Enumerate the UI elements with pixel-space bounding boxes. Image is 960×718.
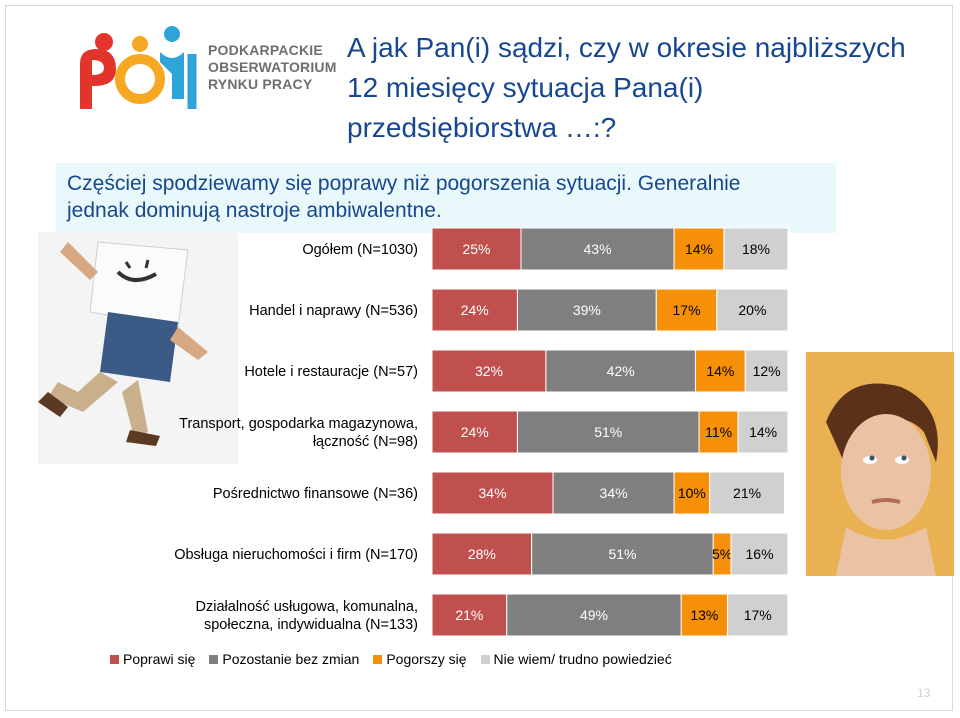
legend-swatch-worse	[373, 654, 383, 664]
bar-segment-dontknow	[723, 227, 789, 271]
data-label: 24%	[461, 302, 489, 318]
legend-item-nochange: Pozostanie bez zmian	[209, 651, 359, 667]
legend-label: Pozostanie bez zmian	[222, 651, 360, 667]
bar-segment-nochange	[516, 288, 657, 332]
data-label: 16%	[746, 546, 774, 562]
data-label: 28%	[468, 546, 496, 562]
bar-segment-worse	[698, 410, 739, 454]
bar-segment-dontknow	[726, 593, 789, 637]
chart-legend: Poprawi się Pozostanie bez zmian Pogorsz…	[110, 651, 672, 667]
subtitle-line: jednak dominują nastroje ambiwalentne.	[67, 199, 442, 222]
category-label: Pośrednictwo finansowe (N=36)	[213, 486, 418, 502]
data-label: 32%	[475, 363, 503, 379]
data-label: 51%	[608, 546, 636, 562]
bar-segment-nochange	[506, 593, 682, 637]
bar-segment-nochange	[531, 532, 714, 576]
data-label: 11%	[705, 424, 732, 440]
bar-segment-worse	[694, 349, 746, 393]
legend-item-worse: Pogorszy się	[373, 651, 467, 667]
legend-label: Nie wiem/ trudno powiedzieć	[493, 651, 672, 667]
category-label: Ogółem (N=1030)	[302, 242, 418, 258]
bar-segment-worse	[673, 227, 725, 271]
subtitle-box	[56, 163, 836, 233]
bar-segment-dontknow	[744, 349, 789, 393]
data-label: 18%	[742, 241, 770, 257]
bar-segment-nochange	[516, 410, 700, 454]
bar-segment-dontknow	[730, 532, 789, 576]
title-line: 12 miesięcy sytuacja Pana(i)	[347, 72, 704, 103]
title-line: A jak Pan(i) sądzi, czy w okresie najbli…	[347, 32, 906, 63]
title-line: przedsiębiorstwa …:?	[347, 112, 617, 143]
data-label: 13%	[690, 607, 718, 623]
category-label: Handel i naprawy (N=536)	[249, 303, 418, 319]
data-label: 39%	[573, 302, 601, 318]
data-label: 21%	[455, 607, 483, 623]
data-label: 5%	[712, 546, 732, 562]
legend-swatch-nochange	[209, 654, 219, 664]
legend-label: Poprawi się	[123, 651, 196, 667]
data-label: 20%	[738, 302, 766, 318]
legend-swatch-dontknow	[480, 654, 490, 664]
legend-label: Pogorszy się	[386, 651, 467, 667]
legend-item-improve: Poprawi się	[110, 651, 195, 667]
data-label: 42%	[607, 363, 635, 379]
data-label: 17%	[673, 302, 701, 318]
data-label: 24%	[461, 424, 489, 440]
data-label: 43%	[584, 241, 612, 257]
jumping-man-photo	[38, 232, 238, 464]
data-label: 17%	[744, 607, 772, 623]
category-label: Transport, gospodarka magazynowa, łącznoś…	[179, 416, 418, 450]
logo-line: RYNKU PRACY	[208, 76, 313, 92]
bar-segment-nochange	[520, 227, 675, 271]
bar-segment-improve	[431, 593, 508, 637]
bar-segment-improve	[431, 532, 533, 576]
bar-segment-dontknow	[716, 288, 789, 332]
bar-segment-improve	[431, 410, 518, 454]
category-label: Obsługa nieruchomości i firm (N=170)	[174, 547, 418, 563]
bar-segment-improve	[431, 288, 518, 332]
logo-line: OBSERWATORIUM	[208, 59, 337, 75]
logo-line: PODKARPACKIE	[208, 42, 323, 58]
data-label: 14%	[706, 363, 734, 379]
data-label: 49%	[580, 607, 608, 623]
data-label: 34%	[600, 485, 628, 501]
bar-segment-worse	[680, 593, 728, 637]
bar-segment-worse	[673, 471, 711, 515]
bar-segment-dontknow	[737, 410, 789, 454]
logo-text: PODKARPACKIE OBSERWATORIUM RYNKU PRACY	[208, 42, 337, 93]
logo-graphic	[80, 26, 197, 109]
bar-segment-improve	[431, 471, 554, 515]
subtitle: Częściej spodziewamy się poprawy niż pog…	[67, 170, 741, 224]
data-label: 14%	[749, 424, 777, 440]
bar-segment-nochange	[552, 471, 675, 515]
data-label: 10%	[678, 485, 706, 501]
category-label: Działalność usługowa, komunalna, społeczn…	[196, 599, 418, 633]
slide-title: A jak Pan(i) sądzi, czy w okresie najbli…	[347, 28, 947, 148]
data-label: 21%	[733, 485, 761, 501]
bar-segment-dontknow	[709, 471, 785, 515]
data-label: 51%	[594, 424, 622, 440]
data-label: 14%	[685, 241, 713, 257]
category-label: Hotele i restauracje (N=57)	[244, 364, 418, 380]
data-label: 12%	[753, 363, 781, 379]
legend-swatch-improve	[110, 654, 119, 664]
bar-segment-nochange	[545, 349, 696, 393]
bar-segment-improve	[431, 227, 522, 271]
data-label: 34%	[479, 485, 507, 501]
subtitle-line: Częściej spodziewamy się poprawy niż pog…	[67, 172, 741, 195]
thinking-woman-photo	[806, 352, 954, 576]
bar-segment-improve	[431, 349, 547, 393]
page-number: 13	[917, 686, 931, 700]
legend-item-dontknow: Nie wiem/ trudno powiedzieć	[480, 651, 672, 667]
data-label: 25%	[462, 241, 490, 257]
